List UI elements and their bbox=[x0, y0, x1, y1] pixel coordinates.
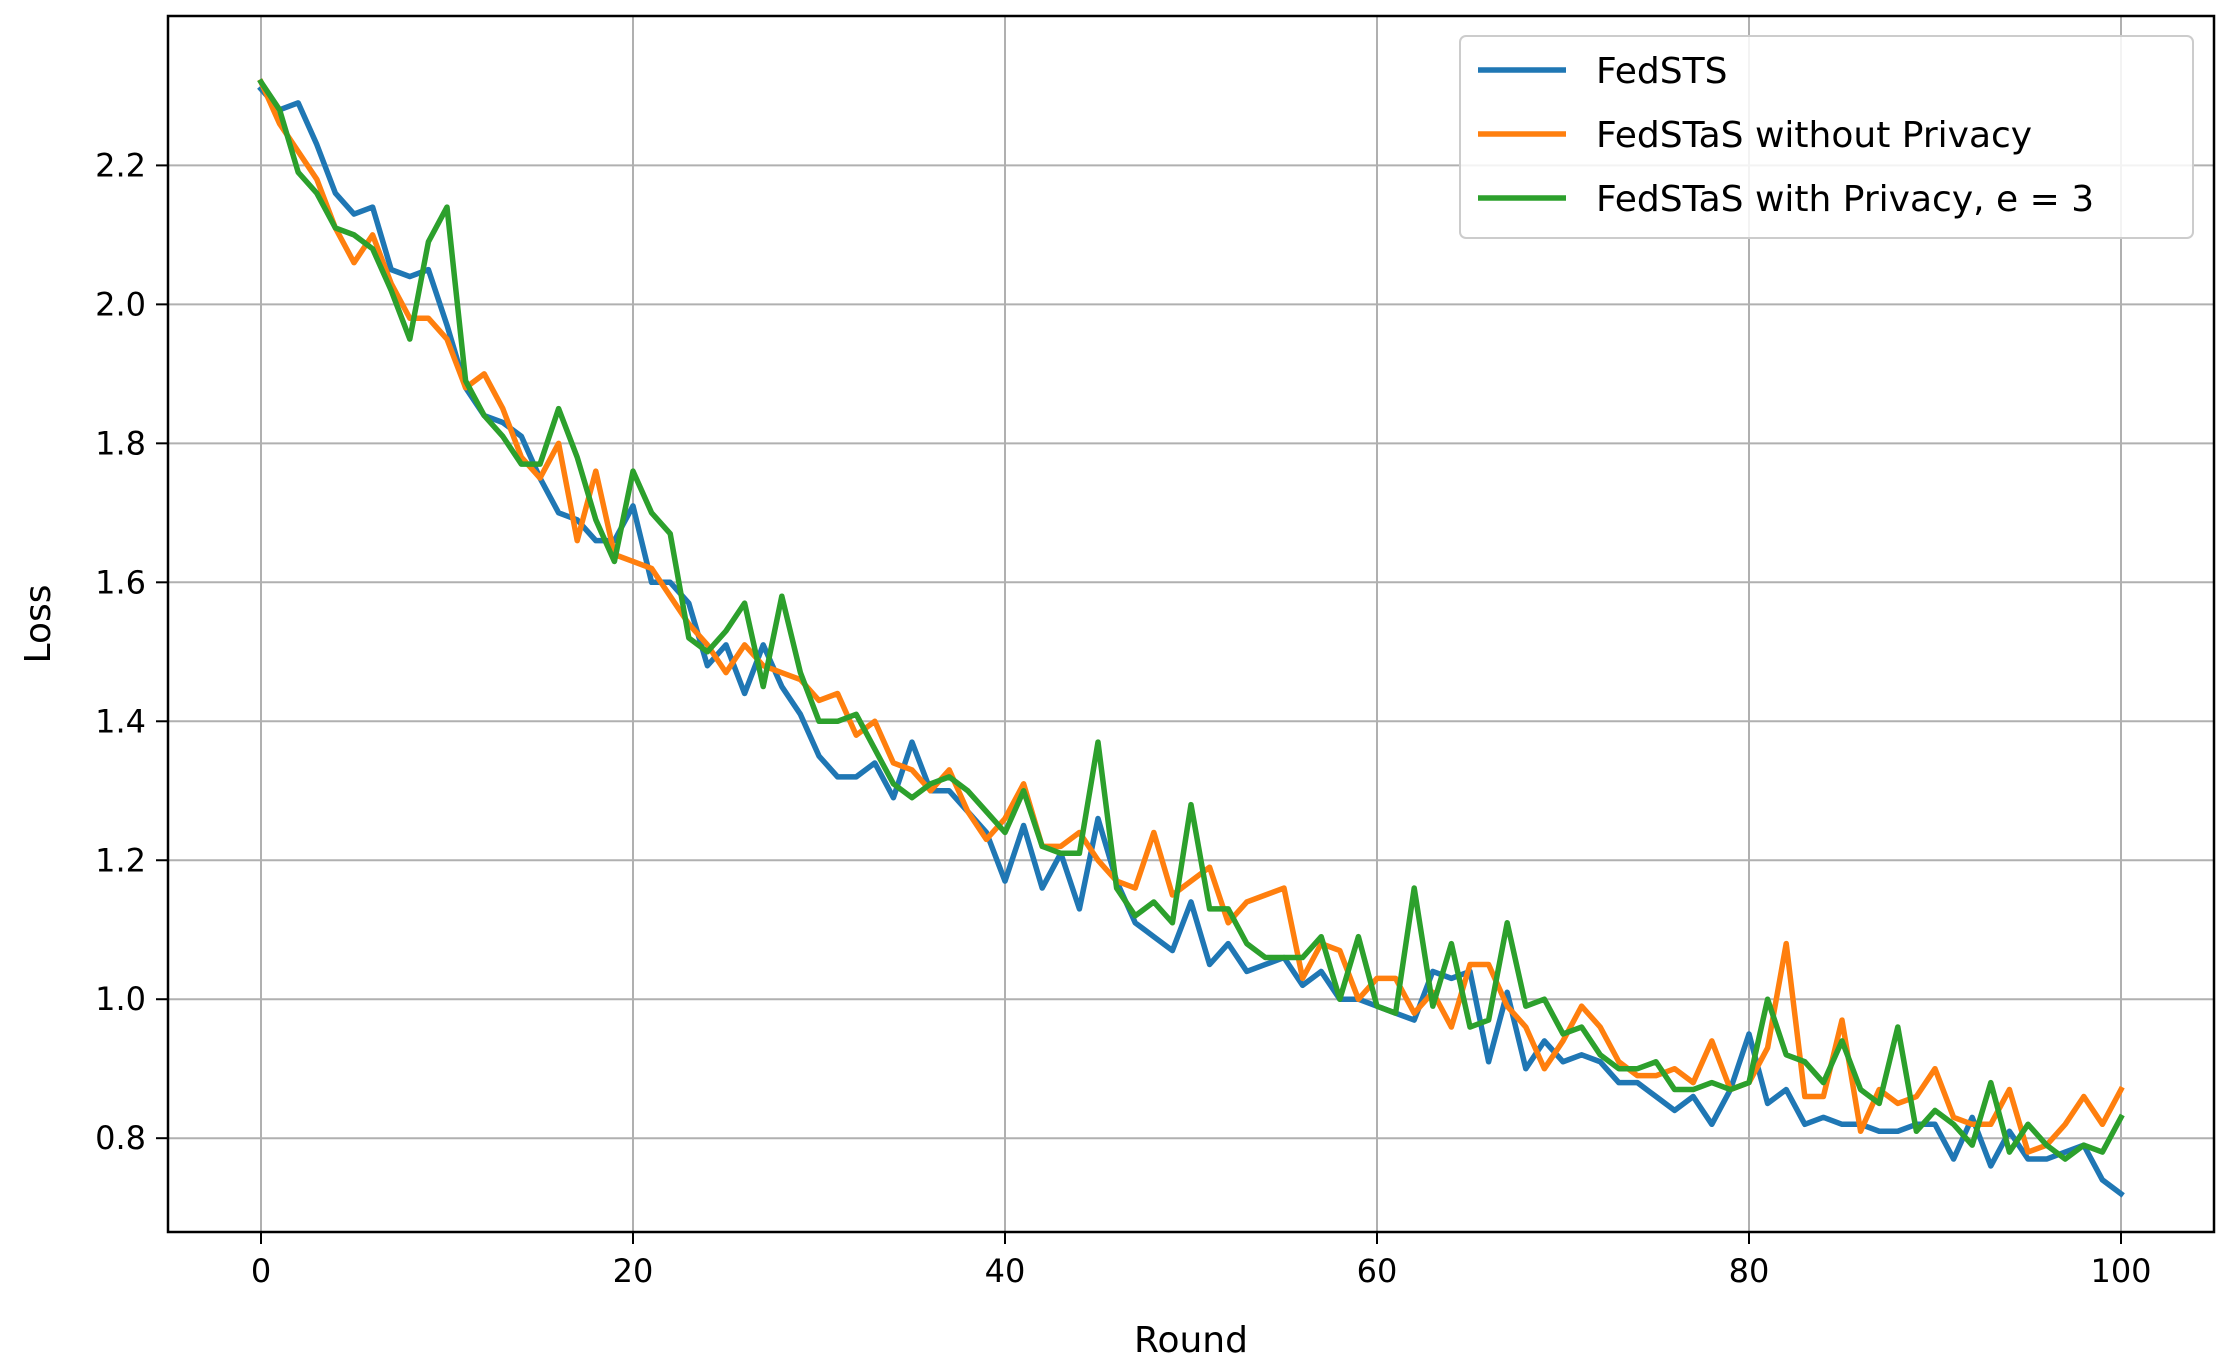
series-line-3 bbox=[257, 78, 2125, 1162]
y-tick-label: 1.4 bbox=[95, 702, 146, 740]
x-tick-label: 60 bbox=[1357, 1252, 1398, 1290]
x-tick-label: 100 bbox=[2090, 1252, 2151, 1290]
y-tick-label: 1.2 bbox=[95, 841, 146, 879]
legend-box bbox=[1459, 35, 2194, 239]
x-tick-label: 0 bbox=[251, 1252, 271, 1290]
x-tick-label: 40 bbox=[985, 1252, 1026, 1290]
plot-frame bbox=[166, 14, 2216, 1234]
x-tick-label: 20 bbox=[613, 1252, 654, 1290]
y-tick-label: 1.6 bbox=[95, 563, 146, 601]
x-tick-label: 80 bbox=[1729, 1252, 1770, 1290]
y-tick-label: 2.0 bbox=[95, 285, 146, 323]
series-line-2 bbox=[257, 78, 2125, 1155]
legend-label: FedSTS bbox=[1596, 51, 1727, 92]
y-tick-label: 1.0 bbox=[95, 980, 146, 1018]
x-axis-label: Round bbox=[1134, 1320, 1248, 1361]
y-tick-label: 0.8 bbox=[95, 1119, 146, 1157]
y-tick-label: 2.2 bbox=[95, 146, 146, 184]
grid bbox=[168, 16, 2214, 1232]
y-tick-label: 1.8 bbox=[95, 424, 146, 462]
legend-label: FedSTaS without Privacy bbox=[1596, 115, 2032, 156]
legend: FedSTS FedSTaS without Privacy FedSTaS wit… bbox=[1459, 35, 2194, 239]
series-layer bbox=[257, 78, 2125, 1198]
ticks: 0 20 40 60 80 100 0.8 1.0 1.2 1.4 1.6 1.8 2.0 2.2 bbox=[95, 146, 2151, 1290]
y-axis-label: Loss bbox=[18, 585, 59, 664]
legend-label: FedSTaS with Privacy, e = 3 bbox=[1596, 179, 2094, 220]
